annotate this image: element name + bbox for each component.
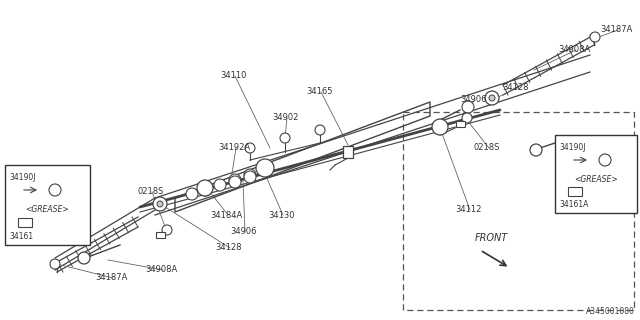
Circle shape [599,154,611,166]
Text: 0218S: 0218S [137,188,163,196]
Text: 34110: 34110 [220,71,246,81]
Text: 34112: 34112 [455,205,481,214]
Text: FRONT: FRONT [475,233,508,243]
Circle shape [432,119,448,135]
Circle shape [49,184,61,196]
Circle shape [229,174,241,186]
Text: 34161: 34161 [9,232,33,241]
Circle shape [229,176,241,188]
Circle shape [280,133,290,143]
Bar [555,135,637,213]
Circle shape [315,125,325,135]
Text: 34165: 34165 [306,87,333,97]
Circle shape [162,225,172,235]
Text: 34908A: 34908A [558,45,590,54]
Circle shape [214,179,226,191]
Circle shape [153,197,167,211]
Circle shape [462,113,472,123]
Text: 34184A: 34184A [210,211,243,220]
Circle shape [462,101,474,113]
Circle shape [186,188,198,200]
Text: 34128: 34128 [215,244,241,252]
Text: 34130: 34130 [268,211,294,220]
Text: 0218S: 0218S [474,143,500,153]
Text: 34128: 34128 [502,84,529,92]
Text: 34161A: 34161A [559,200,588,209]
Circle shape [256,159,274,177]
Text: 34190J: 34190J [9,173,35,182]
Text: 34192A: 34192A [218,143,250,153]
Bar [156,232,164,238]
Circle shape [157,201,163,207]
Circle shape [78,252,90,264]
Text: 34902: 34902 [272,114,298,123]
Circle shape [244,171,256,183]
Text: A345001080: A345001080 [586,307,635,316]
Circle shape [50,259,60,269]
Text: 34187A: 34187A [95,274,127,283]
Text: 34906: 34906 [460,95,486,105]
Text: 34906: 34906 [230,228,257,236]
Bar [568,187,582,196]
Bar [456,121,465,127]
Circle shape [489,95,495,101]
Circle shape [245,143,255,153]
Bar [18,218,32,227]
Bar [343,146,353,158]
Bar [5,165,90,245]
Circle shape [485,91,499,105]
Text: <GREASE>: <GREASE> [574,174,618,183]
Circle shape [199,184,211,196]
Text: 34908A: 34908A [145,266,177,275]
Text: 34190J: 34190J [559,143,586,152]
Circle shape [590,32,600,42]
Circle shape [197,180,213,196]
Text: 34187A: 34187A [600,26,632,35]
Circle shape [244,169,256,181]
Text: <GREASE>: <GREASE> [26,205,69,214]
Circle shape [530,144,542,156]
